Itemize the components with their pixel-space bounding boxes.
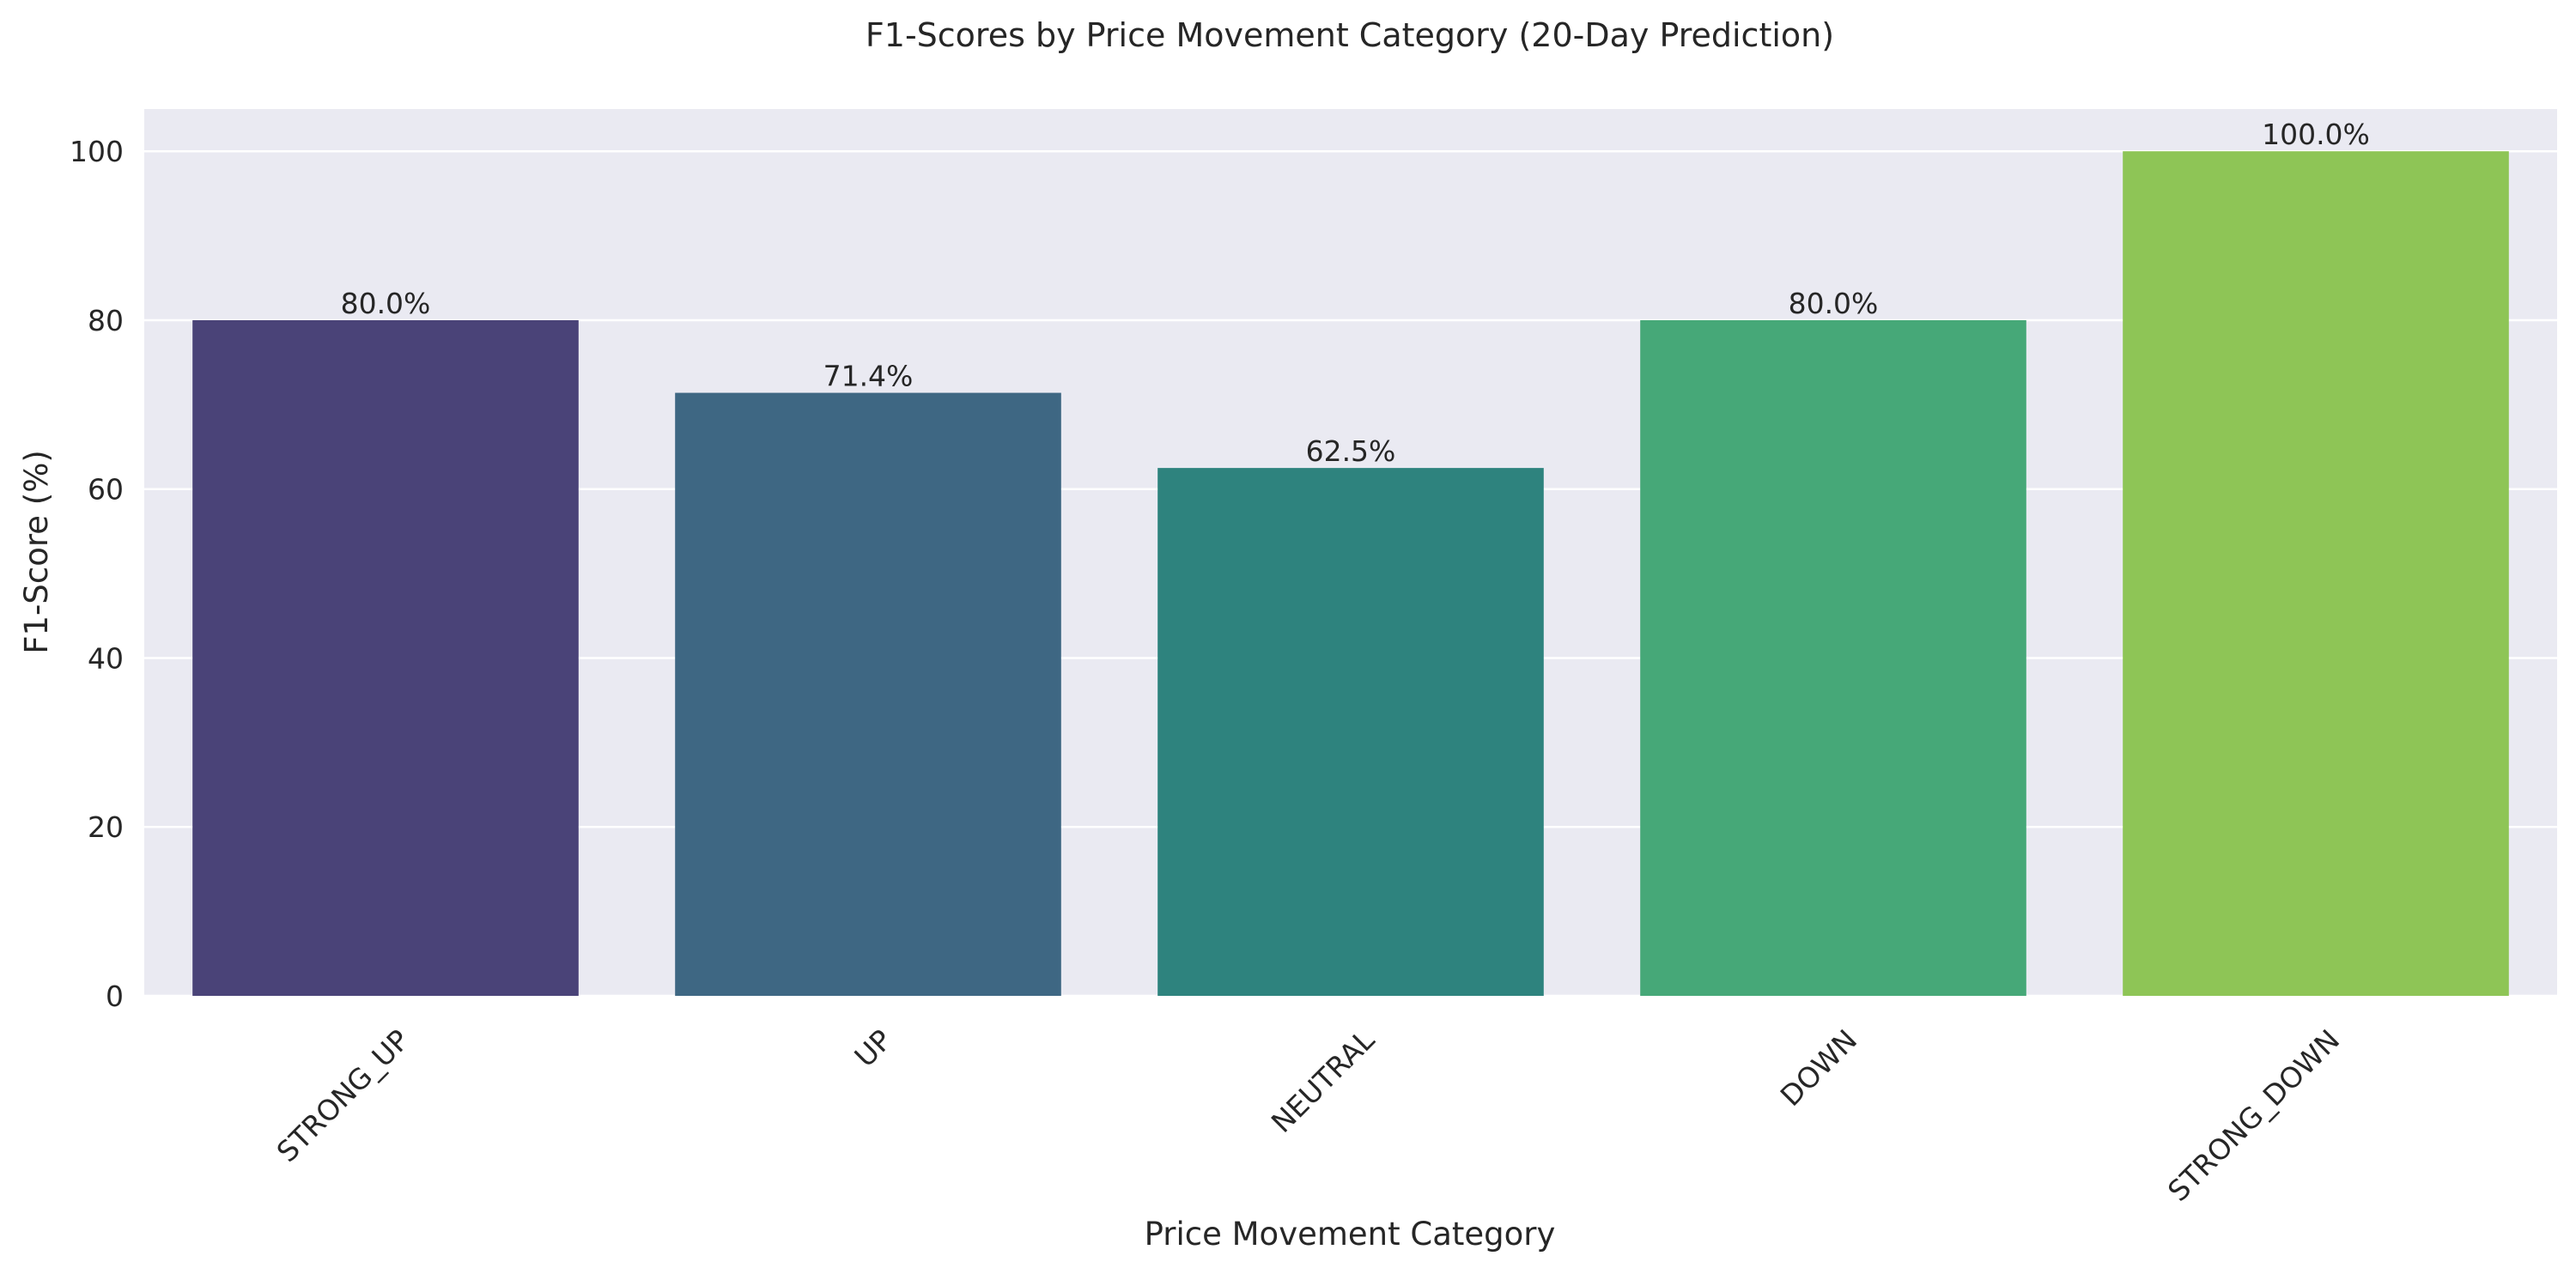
bar <box>675 392 1061 996</box>
y-axis-ticks: 0 20 40 60 80 100 <box>70 135 124 1013</box>
bar <box>1640 319 2026 996</box>
x-tick-label: NEUTRAL <box>1265 1022 1382 1139</box>
x-axis-ticks: STRONG_UP UP NEUTRAL DOWN STRONG_DOWN <box>270 1022 2347 1208</box>
y-tick-label: 40 <box>88 641 124 675</box>
x-tick-label: DOWN <box>1774 1023 1863 1113</box>
bar-value-label: 100.0% <box>2262 118 2370 151</box>
y-tick-label: 80 <box>88 304 124 337</box>
bar-value-labels: 80.0% 71.4% 62.5% 80.0% 100.0% <box>341 118 2370 468</box>
bars <box>192 151 2509 996</box>
x-axis-label: Price Movement Category <box>1145 1216 1556 1253</box>
bar-value-label: 62.5% <box>1306 434 1396 468</box>
bar <box>2123 151 2509 996</box>
y-axis-label: F1-Score (%) <box>18 450 55 654</box>
y-tick-label: 60 <box>88 473 124 507</box>
x-tick-label: UP <box>848 1023 898 1074</box>
bar <box>192 319 579 996</box>
bar-value-label: 71.4% <box>823 360 914 393</box>
chart-title: F1-Scores by Price Movement Category (20… <box>866 16 1834 54</box>
y-tick-label: 20 <box>88 810 124 844</box>
bar-value-label: 80.0% <box>341 287 431 320</box>
bar-value-label: 80.0% <box>1789 287 1879 320</box>
x-tick-label: STRONG_DOWN <box>2161 1023 2346 1208</box>
y-tick-label: 100 <box>70 135 124 168</box>
x-tick-label: STRONG_UP <box>270 1023 416 1169</box>
y-tick-label: 0 <box>106 980 124 1013</box>
bar <box>1157 468 1544 996</box>
